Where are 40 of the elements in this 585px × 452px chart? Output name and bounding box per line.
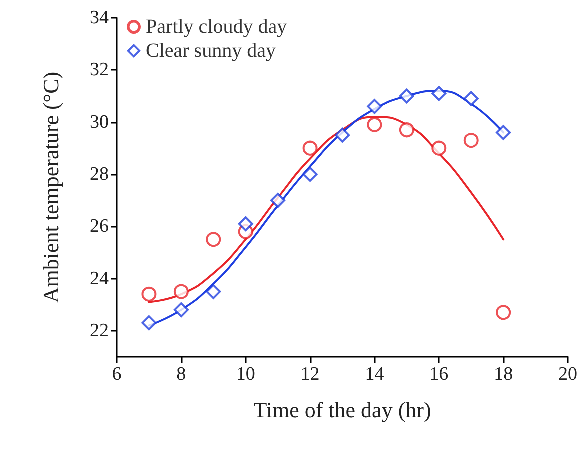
point (206, 284, 222, 300)
point (367, 117, 382, 132)
point (432, 140, 447, 156)
y-tick-label: 34 (90, 8, 110, 28)
y-tick-label: 22 (90, 320, 109, 342)
y-tick-label: 28 (90, 164, 109, 185)
point (399, 122, 414, 138)
x-tick-label: 6 (112, 364, 122, 385)
y-tick-label: 32 (90, 60, 109, 81)
x-tick-label: 20 (558, 364, 578, 385)
point (238, 216, 254, 232)
x-tick-label: 16 (430, 364, 449, 385)
x-tick-label: 10 (236, 364, 256, 385)
x-axis-title: Time of the day (hr) (254, 398, 432, 422)
y-axis-title: Ambient temperature (°C) (38, 72, 64, 304)
x-tick-label: 18 (494, 364, 514, 385)
point (464, 133, 479, 148)
point (206, 232, 222, 248)
x-tick-label: 12 (300, 364, 320, 385)
y-tick-label: 26 (90, 216, 109, 238)
point (142, 316, 157, 331)
point (496, 305, 512, 320)
point (302, 140, 318, 156)
point (270, 193, 286, 208)
point (464, 91, 479, 106)
point (302, 166, 318, 182)
y-tick-label: 24 (90, 268, 110, 290)
point (399, 88, 414, 104)
x-tick-label: 14 (365, 364, 385, 385)
y-tick-label: 30 (90, 112, 109, 133)
x-tick-label: 8 (176, 364, 186, 385)
point (335, 128, 350, 143)
point (496, 125, 512, 140)
point (432, 86, 447, 102)
point (367, 99, 382, 114)
point (174, 284, 189, 300)
point (142, 286, 157, 302)
legend-label: Partly cloudy day (146, 16, 288, 38)
legend-label: Clear sunny day (146, 40, 276, 62)
point (174, 302, 189, 318)
